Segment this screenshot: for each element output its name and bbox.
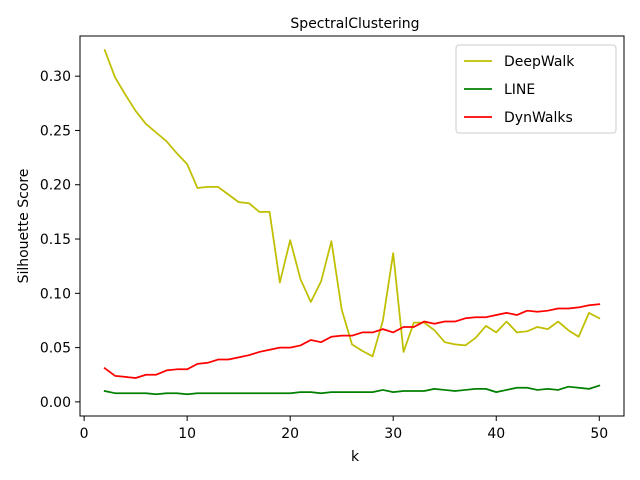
plot-frame: [79, 35, 625, 417]
plot-area: [103, 48, 601, 396]
y-tick-label: 0.05: [40, 341, 71, 357]
x-tick-label: 0: [80, 426, 89, 442]
axes: 0 10 20 30 40 50 0.00 0.05 0.10 0.15 0.20 0.25 0.30: [40, 35, 625, 442]
x-tick-label: 30: [384, 426, 402, 442]
y-tick-label: 0.00: [40, 395, 71, 411]
x-tick-label: 20: [281, 426, 299, 442]
y-tick-label: 0.25: [40, 123, 71, 139]
legend-label-deepwalk: DeepWalk: [504, 54, 575, 70]
legend-label-line: LINE: [504, 82, 535, 98]
series-line-dynwalks: [103, 303, 601, 379]
x-axis-title: k: [351, 449, 360, 465]
legend-box: [455, 44, 617, 134]
y-axis-title: Silhouette Score: [16, 169, 32, 284]
y-tick-label: 0.20: [40, 178, 71, 194]
x-tick-label: 10: [178, 426, 196, 442]
y-tick-label: 0.30: [40, 69, 71, 85]
series-line-line: [103, 384, 601, 396]
legend: DeepWalk LINE DynWalks: [455, 44, 617, 134]
series-line-deepwalk: [103, 48, 601, 358]
x-tick-label: 50: [590, 426, 608, 442]
x-tick-label: 40: [487, 426, 505, 442]
legend-label-dynwalks: DynWalks: [504, 110, 573, 126]
chart-title: SpectralClustering: [290, 16, 419, 32]
y-tick-label: 0.15: [40, 232, 71, 248]
y-tick-label: 0.10: [40, 286, 71, 302]
